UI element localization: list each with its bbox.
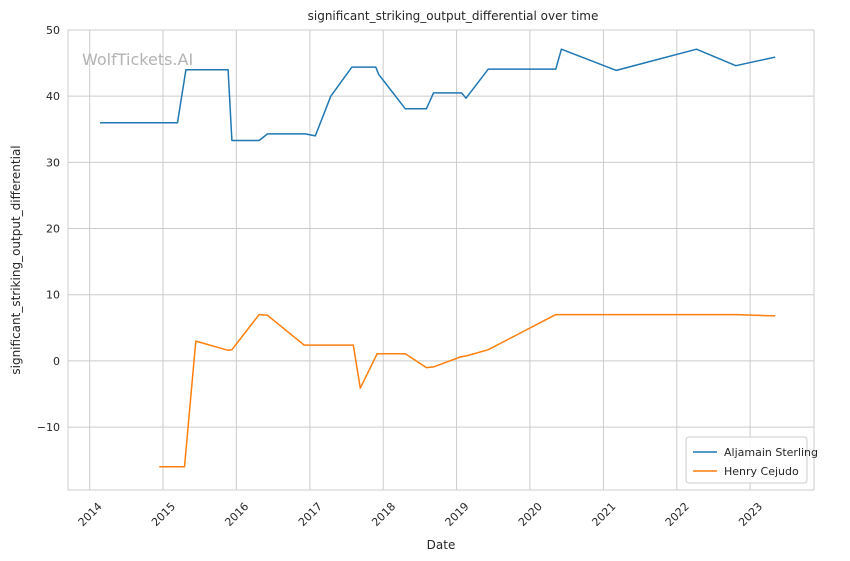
y-axis-ticks: −10 0 10 20 30 40 50 <box>37 24 60 434</box>
legend-label-aljamain-sterling: Aljamain Sterling <box>724 446 818 459</box>
y-tick-label: 50 <box>46 24 60 37</box>
y-axis-label: significant_striking_output_differential <box>9 145 23 374</box>
series-line-aljamain-sterling <box>100 48 776 142</box>
legend: Aljamain Sterling Henry Cejudo <box>685 436 818 484</box>
y-tick-label: 40 <box>46 90 60 103</box>
y-tick-label: 30 <box>46 156 60 169</box>
series-layer <box>100 48 776 468</box>
series-line-henry-cejudo <box>159 313 776 468</box>
plot-area-border <box>67 29 815 491</box>
y-tick-label: 20 <box>46 223 60 236</box>
y-tick-label: 10 <box>46 289 60 302</box>
legend-label-henry-cejudo: Henry Cejudo <box>724 465 799 478</box>
chart-title: significant_striking_output_differential… <box>308 9 599 23</box>
watermark-text: WolfTickets.AI <box>82 50 193 69</box>
y-tick-label: −10 <box>37 421 60 434</box>
y-tick-label: 0 <box>53 355 60 368</box>
x-axis-label: Date <box>427 538 456 552</box>
chart-grid <box>68 29 814 490</box>
